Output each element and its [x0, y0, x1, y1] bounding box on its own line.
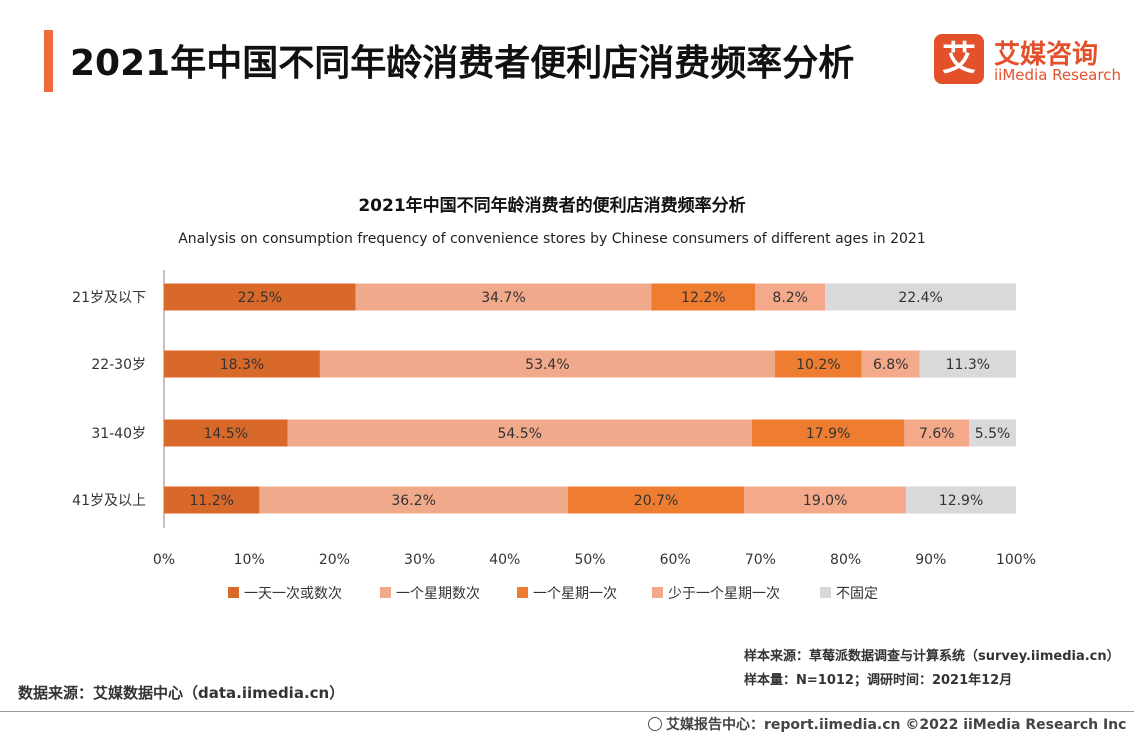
bar-segment: [567, 486, 745, 514]
data-label: 18.3%: [220, 357, 264, 373]
bar-segment: [164, 350, 320, 378]
data-label: 34.7%: [481, 290, 525, 306]
x-tick-label: 30%: [404, 552, 435, 568]
footer-divider: [0, 711, 1134, 712]
iimedia-logo: 艾 艾媒咨询 iiMedia Research: [934, 34, 1121, 84]
x-tick-label: 20%: [319, 552, 350, 568]
bar-segment: [755, 283, 826, 311]
data-source-note: 数据来源：艾媒数据中心（data.iimedia.cn）: [18, 684, 345, 702]
bar-segment: [651, 283, 756, 311]
data-label: 11.2%: [189, 493, 233, 509]
legend-label: 一天一次或数次: [244, 586, 342, 602]
bar-segment: [904, 419, 970, 447]
data-label: 8.2%: [772, 290, 808, 306]
data-label: 11.3%: [946, 357, 990, 373]
data-label: 17.9%: [806, 426, 850, 442]
bar-segment: [969, 419, 1016, 447]
bar-segment: [355, 283, 652, 311]
bar-segment: [906, 486, 1016, 514]
bar-segment: [751, 419, 905, 447]
data-label: 7.6%: [919, 426, 955, 442]
sample-size-note: 样本量：N=1012；调研时间：2021年12月: [744, 673, 1013, 688]
bar-segment: [287, 419, 752, 447]
data-label: 20.7%: [634, 493, 678, 509]
legend-label: 少于一个星期一次: [668, 586, 780, 602]
bar-segment: [774, 350, 862, 378]
bar-segment: [319, 350, 775, 378]
data-label: 22.5%: [238, 290, 282, 306]
x-tick-label: 80%: [830, 552, 861, 568]
bar-segment: [164, 283, 356, 311]
data-label: 19.0%: [803, 493, 847, 509]
logo-chinese-name: 艾媒咨询: [994, 40, 1099, 70]
data-label: 6.8%: [873, 357, 909, 373]
x-tick-label: 10%: [234, 552, 265, 568]
data-label: 54.5%: [497, 426, 541, 442]
legend-swatch: [652, 587, 663, 598]
legend-swatch: [820, 587, 831, 598]
sample-source-note: 样本来源：草莓派数据调查与计算系统（survey.iimedia.cn）: [744, 649, 1120, 664]
legend-label: 一个星期一次: [533, 586, 617, 602]
chart-title: 2021年中国不同年龄消费者的便利店消费频率分析: [358, 195, 745, 216]
category-label: 41岁及以上: [72, 493, 146, 509]
data-label: 10.2%: [796, 357, 840, 373]
x-tick-label: 60%: [660, 552, 691, 568]
footer-text: 艾媒报告中心：report.iimedia.cn ©2022 iiMedia R…: [666, 717, 1127, 733]
data-label: 36.2%: [391, 493, 435, 509]
page-title: 2021年中国不同年龄消费者便利店消费频率分析: [70, 43, 855, 84]
x-tick-label: 50%: [574, 552, 605, 568]
globe-icon: [648, 717, 662, 731]
legend-swatch: [517, 587, 528, 598]
bar-segment: [164, 419, 288, 447]
bar-segment: [744, 486, 907, 514]
category-label: 21岁及以下: [72, 290, 146, 306]
legend-label: 不固定: [836, 586, 878, 602]
x-tick-label: 0%: [153, 552, 175, 568]
data-label: 5.5%: [975, 426, 1011, 442]
data-label: 12.2%: [681, 290, 725, 306]
data-label: 53.4%: [525, 357, 569, 373]
title-accent-bar: [44, 30, 53, 92]
bar-segment: [825, 283, 1016, 311]
logo-mark: 艾: [934, 34, 984, 84]
legend-swatch: [380, 587, 391, 598]
bar-segment: [259, 486, 568, 514]
data-label: 12.9%: [939, 493, 983, 509]
category-label: 31-40岁: [91, 426, 146, 442]
footer: 艾媒报告中心：report.iimedia.cn ©2022 iiMedia R…: [648, 714, 1126, 734]
bar-segment: [861, 350, 920, 378]
x-tick-label: 40%: [489, 552, 520, 568]
category-label: 22-30岁: [91, 357, 146, 373]
chart-subtitle: Analysis on consumption frequency of con…: [178, 231, 926, 247]
data-label: 22.4%: [898, 290, 942, 306]
x-tick-label: 90%: [915, 552, 946, 568]
legend-label: 一个星期数次: [396, 586, 480, 602]
x-tick-label: 100%: [996, 552, 1036, 568]
bar-segment: [919, 350, 1016, 378]
x-tick-label: 70%: [745, 552, 776, 568]
logo-english-name: iiMedia Research: [994, 66, 1121, 84]
bar-segment: [164, 486, 260, 514]
data-label: 14.5%: [204, 426, 248, 442]
legend-swatch: [228, 587, 239, 598]
